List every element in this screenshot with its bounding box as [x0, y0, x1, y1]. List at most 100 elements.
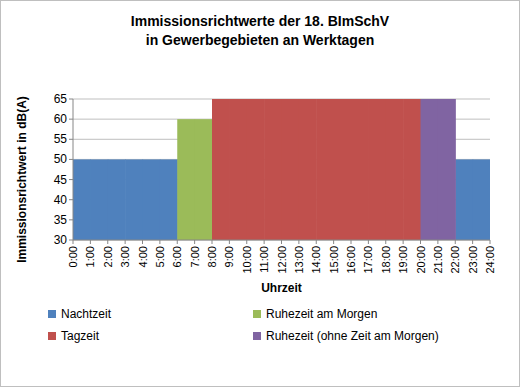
bar	[351, 99, 369, 240]
bar	[299, 99, 317, 240]
y-tick	[69, 139, 73, 140]
x-tick-label: 6:00	[171, 246, 183, 267]
x-tick	[73, 240, 74, 244]
bar	[160, 159, 178, 240]
bar	[421, 99, 439, 240]
bar	[264, 99, 282, 240]
x-tick	[490, 240, 491, 244]
y-tick-label: 55	[54, 132, 68, 146]
x-tick-label: 10:00	[241, 246, 253, 274]
x-tick	[281, 240, 282, 244]
x-tick	[246, 240, 247, 244]
x-tick	[385, 240, 386, 244]
legend-label: Ruhezeit am Morgen	[266, 307, 377, 321]
bar	[334, 99, 352, 240]
legend-swatch	[48, 310, 56, 318]
x-tick-label: 8:00	[206, 246, 218, 267]
bar	[316, 99, 334, 240]
x-tick-label: 16:00	[345, 246, 357, 274]
bar	[90, 159, 108, 240]
bar	[143, 159, 161, 240]
x-tick	[194, 240, 195, 244]
x-tick	[212, 240, 213, 244]
x-tick	[351, 240, 352, 244]
y-tick-label: 60	[54, 112, 68, 126]
x-tick-label: 23:00	[467, 246, 479, 274]
bar	[195, 119, 213, 240]
legend-label: Nachtzeit	[61, 307, 112, 321]
x-tick-label: 11:00	[258, 246, 270, 273]
legend-swatch	[253, 332, 261, 340]
x-tick-label: 19:00	[397, 246, 409, 274]
x-tick	[298, 240, 299, 244]
x-tick	[159, 240, 160, 244]
x-tick	[177, 240, 178, 244]
x-tick	[90, 240, 91, 244]
x-tick-label: 21:00	[432, 246, 444, 274]
x-tick-label: 24:00	[484, 246, 496, 274]
x-tick-label: 20:00	[415, 246, 427, 274]
bar	[108, 159, 126, 240]
bar	[125, 159, 143, 240]
y-tick	[69, 119, 73, 120]
chart-border	[1, 1, 520, 387]
x-tick-label: 12:00	[276, 246, 288, 274]
x-tick-label: 0:00	[67, 246, 79, 267]
legend-swatch	[253, 310, 261, 318]
y-tick	[69, 99, 73, 100]
x-tick	[437, 240, 438, 244]
bar	[403, 99, 421, 240]
x-tick	[420, 240, 421, 244]
y-tick-label: 45	[54, 173, 68, 187]
bar	[247, 99, 265, 240]
x-tick-label: 18:00	[380, 246, 392, 274]
x-tick-label: 3:00	[119, 246, 131, 267]
y-tick-label: 35	[54, 213, 68, 227]
bar	[473, 159, 490, 240]
y-axis-label: Immissionsrichtwert in dB(A)	[15, 96, 29, 263]
title: in Gewerbegebieten an Werktagen	[146, 32, 374, 48]
title: Immissionsrichtwerte der 18. BImSchV	[131, 13, 390, 29]
legend-label: Ruhezeit (ohne Zeit am Morgen)	[266, 329, 439, 343]
y-tick-label: 65	[54, 92, 68, 106]
x-tick-label: 4:00	[137, 246, 149, 267]
x-tick	[455, 240, 456, 244]
x-tick-label: 15:00	[328, 246, 340, 274]
x-tick	[142, 240, 143, 244]
y-tick	[69, 219, 73, 220]
bar	[177, 119, 195, 240]
legend-swatch	[48, 332, 56, 340]
x-tick-label: 7:00	[189, 246, 201, 267]
x-tick	[125, 240, 126, 244]
x-tick-label: 22:00	[449, 246, 461, 274]
legend: Nachtzeit Ruhezeit am Morgen Tagzeit Ruheze…	[48, 307, 439, 343]
y-tick-label: 30	[54, 233, 68, 247]
plot-area	[73, 99, 490, 240]
y-tick-label: 50	[54, 152, 68, 166]
y-axis	[73, 99, 74, 240]
y-tick	[69, 199, 73, 200]
x-tick	[368, 240, 369, 244]
x-tick	[316, 240, 317, 244]
x-tick	[229, 240, 230, 244]
y-tick	[69, 159, 73, 160]
x-tick-label: 13:00	[293, 246, 305, 274]
x-tick	[264, 240, 265, 244]
bar	[212, 99, 230, 240]
bar	[368, 99, 386, 240]
x-tick-label: 2:00	[102, 246, 114, 267]
x-tick-label: 1:00	[84, 246, 96, 267]
legend-label: Tagzeit	[61, 329, 100, 343]
x-tick	[403, 240, 404, 244]
bar	[455, 159, 473, 240]
bar	[438, 99, 456, 240]
x-tick	[472, 240, 473, 244]
x-tick-label: 9:00	[223, 246, 235, 267]
bar	[229, 99, 247, 240]
bar	[386, 99, 404, 240]
x-axis-label: Uhrzeit	[261, 281, 302, 295]
chart: Immissionsrichtwerte der 18. BImSchV in G…	[0, 0, 520, 387]
bar	[282, 99, 300, 240]
x-tick-label: 14:00	[310, 246, 322, 274]
x-tick-label: 5:00	[154, 246, 166, 267]
